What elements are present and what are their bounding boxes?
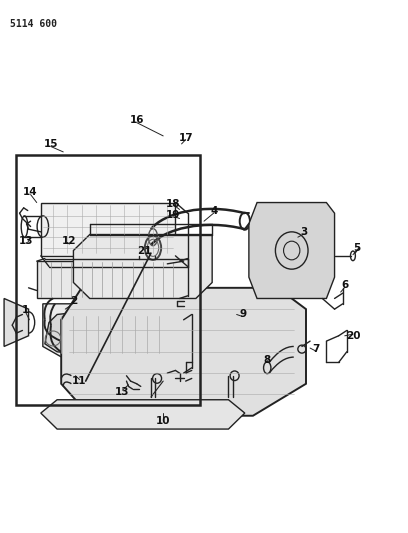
Polygon shape xyxy=(4,298,29,346)
Polygon shape xyxy=(43,304,184,373)
Polygon shape xyxy=(45,312,163,354)
Text: 2: 2 xyxy=(70,296,77,306)
Text: 5114 600: 5114 600 xyxy=(10,19,57,29)
Polygon shape xyxy=(73,235,212,298)
Text: 14: 14 xyxy=(23,187,38,197)
Polygon shape xyxy=(41,400,245,429)
Bar xyxy=(16,155,200,405)
Polygon shape xyxy=(249,203,335,298)
Text: 17: 17 xyxy=(178,133,193,142)
Text: 11: 11 xyxy=(72,376,87,386)
Text: 18: 18 xyxy=(166,199,181,209)
Text: 3: 3 xyxy=(300,227,308,237)
Polygon shape xyxy=(41,203,175,256)
Text: 19: 19 xyxy=(166,210,181,220)
Polygon shape xyxy=(37,261,180,298)
Text: 6: 6 xyxy=(341,280,348,290)
Text: 20: 20 xyxy=(346,331,360,341)
Text: 13: 13 xyxy=(19,236,34,246)
Text: 4: 4 xyxy=(211,206,218,215)
Text: 16: 16 xyxy=(129,115,144,125)
Text: 10: 10 xyxy=(156,416,171,426)
Text: 15: 15 xyxy=(44,139,58,149)
Text: 13: 13 xyxy=(115,387,130,397)
Text: 12: 12 xyxy=(62,237,77,246)
Text: 21: 21 xyxy=(137,246,152,255)
Polygon shape xyxy=(61,288,306,416)
Text: 9: 9 xyxy=(239,310,246,319)
Text: 8: 8 xyxy=(264,355,271,365)
Text: 5: 5 xyxy=(353,243,361,253)
Text: 7: 7 xyxy=(313,344,320,354)
Text: 1: 1 xyxy=(22,305,29,315)
